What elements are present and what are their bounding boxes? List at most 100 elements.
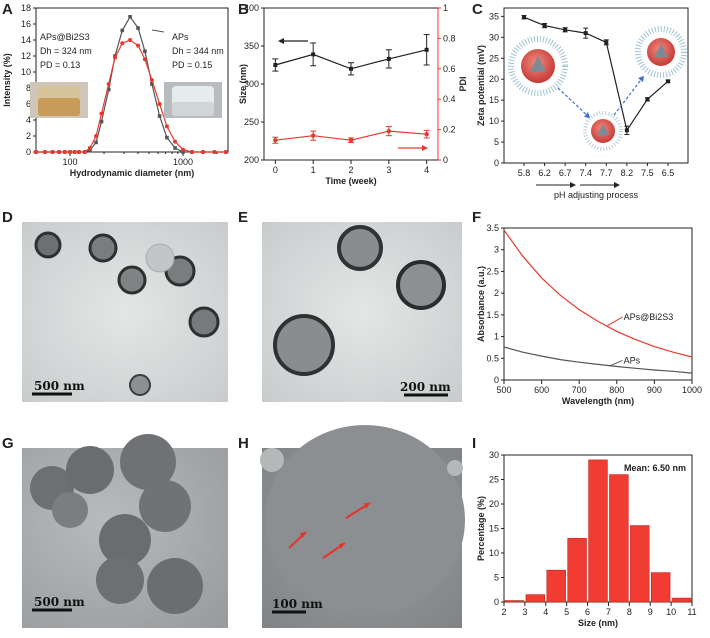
data-point-a: [143, 49, 147, 53]
plot-frame-c: [503, 7, 689, 164]
panel-letter-h: H: [238, 435, 249, 452]
particle-illustration-right: [635, 26, 687, 78]
y-tick-label-i: 5: [494, 573, 499, 583]
y-tick-label-c: 25: [489, 53, 499, 63]
scalebar-label-h: 100 nm: [272, 597, 323, 611]
arrow-dashed-up: [613, 75, 645, 116]
x-axis-label-f: Wavelength (nm): [562, 396, 634, 406]
y-tick-label-right-b: 0.8: [443, 33, 456, 43]
x-tick-label-c: 6.5: [662, 168, 675, 178]
x-tick-label-c: 8.2: [621, 168, 634, 178]
y-tick-label-i: 0: [494, 597, 499, 607]
data-point-a: [150, 82, 154, 86]
annotation-gray-dh: Dh = 344 nm: [172, 46, 224, 56]
data-point-a: [173, 146, 177, 150]
y-tick-label-c: 35: [489, 11, 499, 21]
data-point-a: [99, 111, 104, 116]
data-point-a: [120, 41, 125, 46]
data-point-a: [34, 150, 38, 154]
y-tick-label-b: 250: [244, 117, 259, 127]
series-line-f: [503, 229, 693, 358]
arrow-dashed-down: [557, 87, 591, 119]
data-point-a: [94, 140, 98, 145]
tem-image-g: 500 nm: [22, 434, 228, 628]
annotation-red-pd: PD = 0.13: [40, 60, 80, 70]
data-point-a: [72, 150, 77, 154]
y-axis-label-a: Intensity (%): [2, 53, 12, 107]
annotation-mean-i: Mean: 6.50 nm: [624, 463, 686, 473]
panel-letter-e: E: [238, 209, 248, 226]
y-tick-label-a: 6: [26, 99, 31, 109]
y-tick-label-right-b: 0.4: [443, 94, 456, 104]
y-tick-label-c: 15: [489, 95, 499, 105]
data-point-a: [128, 15, 132, 19]
y-tick-label-f: 0.5: [486, 353, 499, 363]
y-tick-label-f: 0: [494, 375, 499, 385]
y-tick-label-b: 350: [244, 41, 259, 51]
histogram-bar-i: [525, 594, 546, 603]
panel-letter-g: G: [2, 435, 14, 452]
y-tick-label-right-b: 0.2: [443, 125, 456, 135]
x-tick-label-i: 11: [687, 607, 696, 617]
y-tick-label-a: 4: [26, 115, 31, 125]
y-tick-label-a: 2: [26, 131, 31, 141]
data-point-b: [273, 138, 278, 143]
x-tick-label-i: 2: [501, 607, 506, 617]
arrowhead-left-size: [278, 38, 284, 44]
x-tick-label-c: 6.7: [559, 168, 572, 178]
annotation-gray-title: APs: [172, 32, 189, 42]
data-point-c: [624, 128, 629, 133]
series-label-gray-f: APs: [624, 355, 641, 365]
data-point-a: [62, 150, 67, 154]
y-tick-label-a: 16: [21, 19, 31, 29]
series-line-c: [523, 16, 669, 132]
x-tick-label-i: 7: [606, 607, 611, 617]
x-tick-label-c: 6.2: [538, 168, 551, 178]
plot-frame-a: [35, 7, 229, 153]
y-tick-label-i: 15: [489, 524, 499, 534]
histogram-bar-i: [567, 537, 587, 603]
x-tick-label-c: 5.8: [518, 168, 531, 178]
data-point-a: [157, 114, 162, 118]
y-tick-label-b: 400: [244, 3, 259, 13]
x-tick-label-i: 4: [543, 607, 548, 617]
data-point-a: [106, 87, 111, 92]
y-tick-label-i: 20: [489, 499, 499, 509]
data-point-a: [136, 43, 141, 48]
x-tick-label-i: 10: [666, 607, 676, 617]
x-tick-label-f: 800: [609, 385, 624, 395]
data-point-c: [666, 79, 670, 84]
x-tick-label-f: 600: [534, 385, 549, 395]
y-tick-label-a: 10: [21, 67, 31, 77]
y-tick-label-i: 10: [489, 548, 499, 558]
y-axis-label-c: Zeta potential (mV): [476, 45, 486, 126]
y-tick-label-f: 3.5: [486, 223, 499, 233]
tem-image-e: 200 nm: [262, 222, 462, 402]
data-point-b: [386, 128, 392, 134]
histogram-bar-i: [588, 459, 608, 603]
x-tick-label-b: 2: [348, 165, 353, 175]
x-tick-label-f: 900: [647, 385, 662, 395]
y-tick-label-a: 8: [26, 83, 31, 93]
process-arrowhead-2: [614, 182, 620, 188]
data-point-a: [189, 150, 194, 154]
data-point-c: [583, 31, 588, 36]
chart-f: 0 0.5 1 1.5 2 2.5 3 3.5 500 600 700 800 900 1000 Wavel…: [476, 223, 702, 406]
annotation-red-title: APs@Bi2S3: [40, 32, 90, 42]
y-tick-label-f: 2.5: [486, 266, 499, 276]
scalebar-label-d: 500 nm: [34, 379, 85, 393]
data-point-a: [223, 150, 228, 154]
arrowhead-right-pdi: [422, 145, 428, 151]
x-tick-label-b: 1: [311, 165, 316, 175]
data-point-a: [181, 147, 186, 152]
data-point-a: [136, 26, 140, 30]
x-axis-label-b: Time (week): [325, 176, 376, 186]
particle-illustration-left: [508, 36, 568, 96]
x-tick-label-f: 500: [496, 385, 511, 395]
y-tick-label-a: 14: [21, 35, 31, 45]
data-point-a: [112, 55, 117, 60]
label-pointer-red-f: [607, 316, 623, 327]
x-tick-label-a: 1000: [173, 157, 193, 167]
y-tick-label-i: 25: [489, 475, 499, 485]
